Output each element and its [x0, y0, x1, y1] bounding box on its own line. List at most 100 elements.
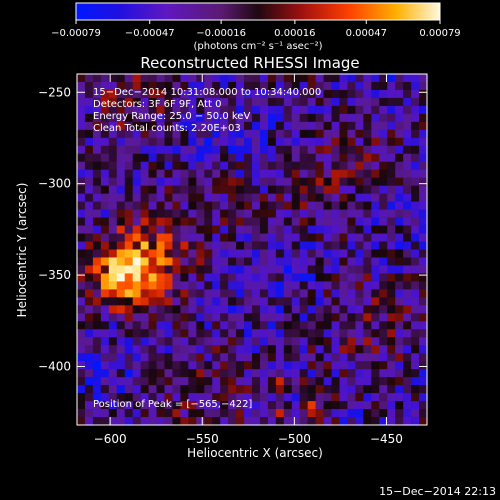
heatmap-cell: [267, 105, 277, 115]
heatmap-cell: [371, 273, 380, 282]
heatmap-cell: [283, 113, 293, 123]
heatmap-cell: [188, 265, 197, 274]
heatmap-cell: [244, 105, 253, 115]
heatmap-cell: [252, 241, 261, 250]
heatmap-cell: [228, 169, 237, 179]
heatmap-cell: [275, 377, 285, 386]
heatmap-cell: [172, 377, 181, 386]
heatmap-cell: [315, 153, 324, 163]
heatmap-cell: [283, 417, 293, 425]
heatmap-cell: [419, 74, 427, 83]
heatmap-cell: [212, 209, 221, 218]
heatmap-cell: [156, 177, 165, 186]
heatmap-cell: [164, 241, 173, 250]
heatmap-cell: [196, 289, 205, 298]
heatmap-cell: [419, 345, 427, 354]
heatmap-cell: [108, 137, 118, 147]
heatmap-cell: [347, 337, 356, 346]
heatmap-cell: [371, 345, 380, 354]
heatmap-cell: [108, 241, 118, 250]
heatmap-cell: [212, 273, 221, 282]
heatmap-cell: [100, 153, 110, 163]
heatmap-cell: [395, 137, 404, 147]
heatmap-cell: [323, 329, 332, 338]
heatmap-cell: [204, 289, 213, 298]
heatmap-cell: [180, 265, 189, 274]
heatmap-cell: [315, 345, 324, 354]
heatmap-cell: [140, 201, 149, 210]
heatmap-cell: [220, 209, 229, 218]
heatmap-cell: [347, 177, 356, 186]
heatmap-cell: [188, 209, 197, 218]
heatmap-cell: [283, 161, 293, 171]
heatmap-cell: [77, 217, 86, 226]
heatmap-cell: [77, 225, 86, 234]
heatmap-cell: [108, 97, 118, 107]
heatmap-cell: [77, 409, 86, 418]
heatmap-cell: [77, 97, 86, 107]
heatmap-cell: [323, 345, 332, 354]
heatmap-cell: [307, 361, 316, 370]
heatmap-cell: [275, 401, 285, 410]
heatmap-cell: [244, 409, 253, 418]
heatmap-cell: [228, 361, 237, 370]
heatmap-cell: [259, 121, 269, 131]
heatmap-cell: [275, 337, 285, 346]
heatmap-cell: [100, 113, 110, 123]
heatmap-cell: [116, 185, 126, 194]
heatmap-cell: [403, 185, 412, 194]
heatmap-cell: [299, 313, 308, 322]
heatmap-cell: [275, 385, 285, 394]
x-tick-label: −500: [278, 432, 311, 446]
heatmap-cell: [339, 201, 348, 210]
heatmap-cell: [196, 297, 205, 306]
heatmap-cell: [315, 265, 324, 274]
heatmap-cell: [124, 369, 133, 378]
colorbar-tick-label: −0.00016: [196, 28, 246, 39]
heatmap-cell: [220, 409, 229, 418]
heatmap-cell: [355, 217, 364, 226]
heatmap-cell: [236, 417, 245, 425]
heatmap-cell: [164, 209, 173, 218]
heatmap-cell: [252, 185, 261, 194]
heatmap-cell: [411, 401, 420, 410]
heatmap-cell: [124, 417, 133, 425]
heatmap-cell: [244, 337, 253, 346]
heatmap-cell: [92, 313, 102, 322]
heatmap-cell: [323, 225, 332, 234]
heatmap-cell: [267, 241, 277, 250]
heatmap-cell: [315, 385, 324, 394]
heatmap-cell: [252, 289, 261, 298]
x-tick-label: −600: [94, 432, 127, 446]
heatmap-cell: [267, 153, 277, 163]
heatmap-cell: [355, 265, 364, 274]
heatmap-cell: [204, 121, 213, 131]
heatmap-cell: [291, 377, 301, 386]
heatmap-cell: [156, 97, 165, 107]
heatmap-cell: [355, 209, 364, 218]
heatmap-cell: [291, 369, 301, 378]
heatmap-cell: [92, 74, 102, 83]
heatmap-cells: [77, 74, 427, 425]
heatmap-cell: [84, 385, 94, 394]
heatmap-cell: [379, 289, 388, 298]
heatmap-cell: [331, 105, 340, 115]
heatmap-cell: [363, 153, 372, 163]
heatmap-cell: [347, 193, 356, 202]
heatmap-cell: [116, 105, 126, 115]
heatmap-cell: [283, 233, 293, 242]
heatmap-cell: [283, 273, 293, 282]
heatmap-cell: [411, 297, 420, 306]
heatmap-cell: [116, 153, 126, 163]
heatmap-cell: [164, 297, 173, 306]
colorbar-tick-label: 0.00016: [274, 28, 315, 39]
heatmap-cell: [220, 74, 229, 83]
heatmap-cell: [323, 321, 332, 330]
heatmap-cell: [244, 233, 253, 242]
heatmap-cell: [108, 385, 118, 394]
heatmap-cell: [339, 137, 348, 147]
heatmap-cell: [355, 273, 364, 282]
heatmap-cell: [148, 225, 157, 234]
heatmap-cell: [140, 337, 149, 346]
heatmap-cell: [92, 289, 102, 298]
